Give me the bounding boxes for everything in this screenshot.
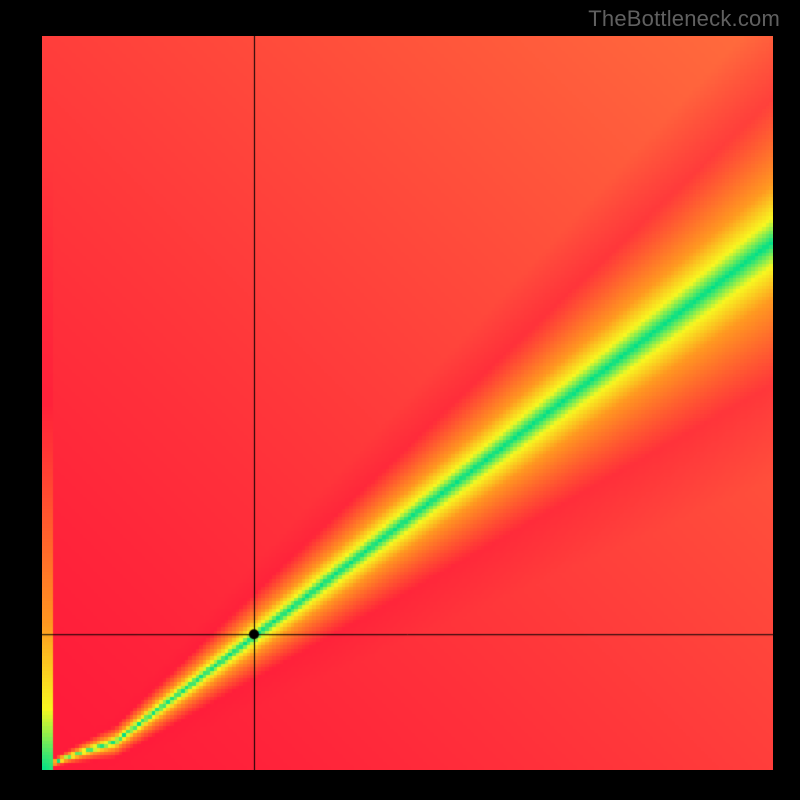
watermark-text: TheBottleneck.com	[588, 6, 780, 32]
bottleneck-heatmap	[42, 36, 773, 770]
plot-area	[42, 36, 773, 770]
